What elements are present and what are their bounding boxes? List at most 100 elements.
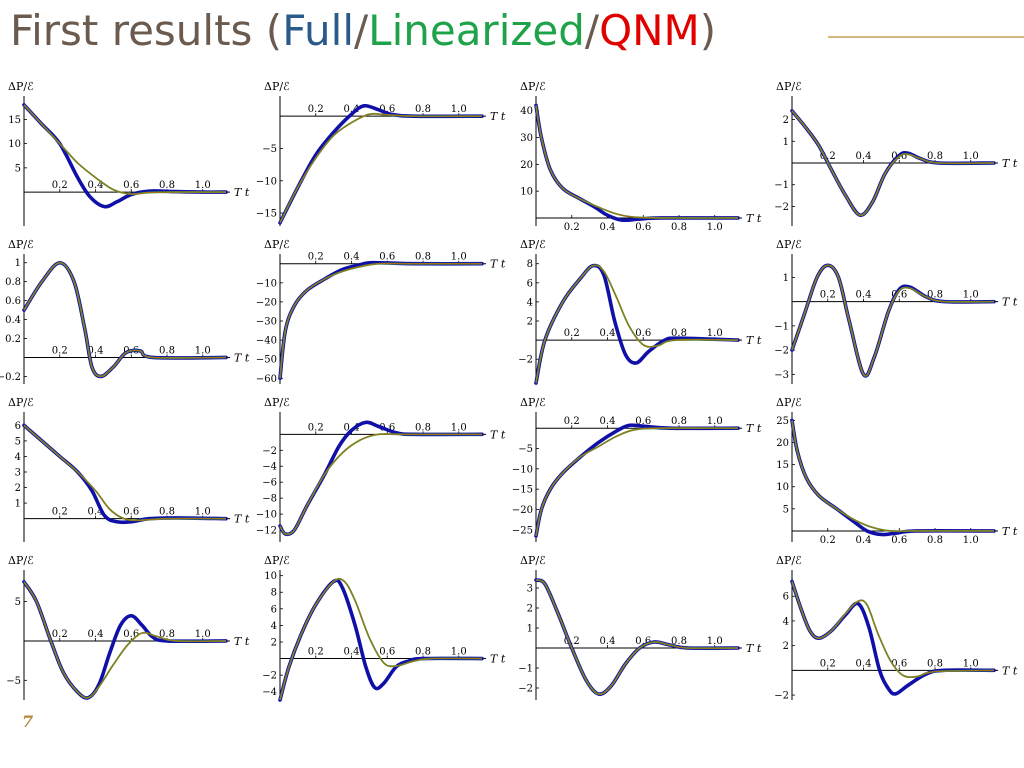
y-axis-label: ΔP/ℰ <box>264 80 290 93</box>
series-full <box>534 103 740 223</box>
y-tick-label: 8 <box>271 588 277 599</box>
x-tick-label: 0.4 <box>88 507 104 518</box>
y-tick-label: 2 <box>527 317 533 328</box>
y-tick-label: 2 <box>527 604 533 615</box>
title-full: Full <box>282 6 355 55</box>
y-tick-label: −10 <box>256 510 277 521</box>
chart-panel-8: ΔP/ℰ T t −3 −2 −1 1 0.2 0.4 0.6 0.8 1.0 <box>774 238 1018 384</box>
y-tick-label: −2 <box>774 346 789 357</box>
y-tick-label: 5 <box>15 163 21 174</box>
x-tick-label: 0.8 <box>927 151 943 162</box>
y-axis-label: ΔP/ℰ <box>8 80 34 93</box>
y-tick-label: 8 <box>527 259 533 270</box>
y-tick-label: 4 <box>527 297 533 308</box>
x-tick-label: 0.4 <box>344 104 360 115</box>
series-qnm <box>279 578 483 701</box>
y-tick-label: 1 <box>15 258 21 269</box>
x-tick-label: 1.0 <box>195 180 211 191</box>
x-tick-label: 1.0 <box>451 252 467 263</box>
x-tick-label: 0.4 <box>344 252 360 263</box>
series-full <box>534 263 740 385</box>
series-qnm <box>791 420 994 532</box>
chart-panel-15: ΔP/ℰ T t −2 −1 1 2 3 0.2 0.4 0.6 0.8 1.0 <box>518 554 762 700</box>
x-tick-label: 1.0 <box>451 422 467 433</box>
x-tick-label: 0.2 <box>52 180 68 191</box>
series-linearized <box>279 577 483 701</box>
chart-panel-6: ΔP/ℰ T t −10 −20 −30 −40 −50 −60 0.2 0.4 0.6 0.8 1.0 <box>256 238 506 385</box>
y-tick-label: −2 <box>518 684 533 695</box>
y-axis-label: ΔP/ℰ <box>520 554 546 567</box>
x-tick-label: 0.6 <box>891 535 907 546</box>
x-tick-label: 0.4 <box>88 180 104 191</box>
series-linearized <box>791 264 995 377</box>
title-prefix: First results ( <box>10 6 283 55</box>
x-tick-label: 1.0 <box>451 104 467 115</box>
series-full <box>278 420 484 537</box>
x-axis-label: T t <box>1002 664 1018 677</box>
chart-panel-11: ΔP/ℰ T t −5 −10 −15 −20 −25 0.2 0.4 0.6 0.8 1.0 <box>512 396 762 542</box>
title-sep-2: / <box>584 6 600 55</box>
x-tick-label: 0.2 <box>564 636 580 647</box>
y-tick-label: 5 <box>15 597 21 608</box>
x-tick-label: 0.8 <box>671 222 687 233</box>
page-number: 7 <box>22 712 34 731</box>
y-tick-label: −2 <box>262 671 277 682</box>
series-qnm <box>279 262 482 379</box>
y-axis-label: ΔP/ℰ <box>520 396 546 409</box>
x-axis-label: T t <box>1002 296 1018 309</box>
x-tick-label: 0.2 <box>820 535 836 546</box>
x-tick-label: 0.8 <box>671 636 687 647</box>
series-full <box>790 418 996 537</box>
series-qnm <box>23 262 227 377</box>
x-tick-label: 0.4 <box>600 636 616 647</box>
x-axis-label: T t <box>1002 525 1018 538</box>
y-axis-label: ΔP/ℰ <box>776 396 802 409</box>
y-tick-label: 6 <box>783 592 789 603</box>
y-tick-label: 1 <box>783 137 789 148</box>
y-tick-label: −4 <box>262 462 277 473</box>
y-tick-label: 0.8 <box>5 277 21 288</box>
y-tick-label: −2 <box>262 446 277 457</box>
x-axis-label: T t <box>490 653 506 666</box>
y-tick-label: −60 <box>256 374 277 385</box>
y-tick-label: 1 <box>783 273 789 284</box>
x-axis-label: T t <box>746 334 762 347</box>
chart-panel-2: ΔP/ℰ T t −5 −10 −15 0.2 0.4 0.6 0.8 1.0 <box>256 80 506 226</box>
x-tick-label: 0.4 <box>344 647 360 658</box>
y-tick-label: 2 <box>15 483 21 494</box>
series-full <box>278 103 484 225</box>
x-tick-label: 0.6 <box>635 636 651 647</box>
chart-panel-16: ΔP/ℰ T t −2 2 4 6 0.2 0.4 0.6 0.8 1.0 <box>774 554 1018 702</box>
x-tick-label: 0.2 <box>564 222 580 233</box>
y-tick-label: −25 <box>512 525 533 536</box>
x-tick-label: 0.8 <box>671 416 687 427</box>
x-tick-label: 1.0 <box>451 647 467 658</box>
y-tick-label: 25 <box>776 416 789 427</box>
y-axis-label: ΔP/ℰ <box>776 554 802 567</box>
y-tick-label: 2 <box>783 641 789 652</box>
y-tick-label: −4 <box>262 687 277 698</box>
y-tick-label: −20 <box>512 505 533 516</box>
x-tick-label: 0.2 <box>308 252 324 263</box>
y-tick-label: −15 <box>512 485 533 496</box>
y-tick-label: 2 <box>783 115 789 126</box>
x-tick-label: 0.8 <box>671 328 687 339</box>
x-tick-label: 0.6 <box>635 416 651 427</box>
x-tick-label: 1.0 <box>707 416 723 427</box>
series-qnm <box>23 104 227 195</box>
x-tick-label: 0.4 <box>856 151 872 162</box>
x-tick-label: 0.6 <box>379 647 395 658</box>
x-axis-label: T t <box>234 635 250 648</box>
x-tick-label: 0.6 <box>123 180 139 191</box>
series-linearized <box>535 264 739 384</box>
x-tick-label: 0.8 <box>415 104 431 115</box>
x-tick-label: 1.0 <box>195 629 211 640</box>
x-tick-label: 0.6 <box>379 252 395 263</box>
y-tick-label: 1 <box>527 624 533 635</box>
x-tick-label: 0.2 <box>564 416 580 427</box>
title-suffix: ) <box>699 6 717 55</box>
y-tick-label: 15 <box>776 460 789 471</box>
y-tick-label: −1 <box>774 321 789 332</box>
x-tick-label: 0.4 <box>856 290 872 301</box>
